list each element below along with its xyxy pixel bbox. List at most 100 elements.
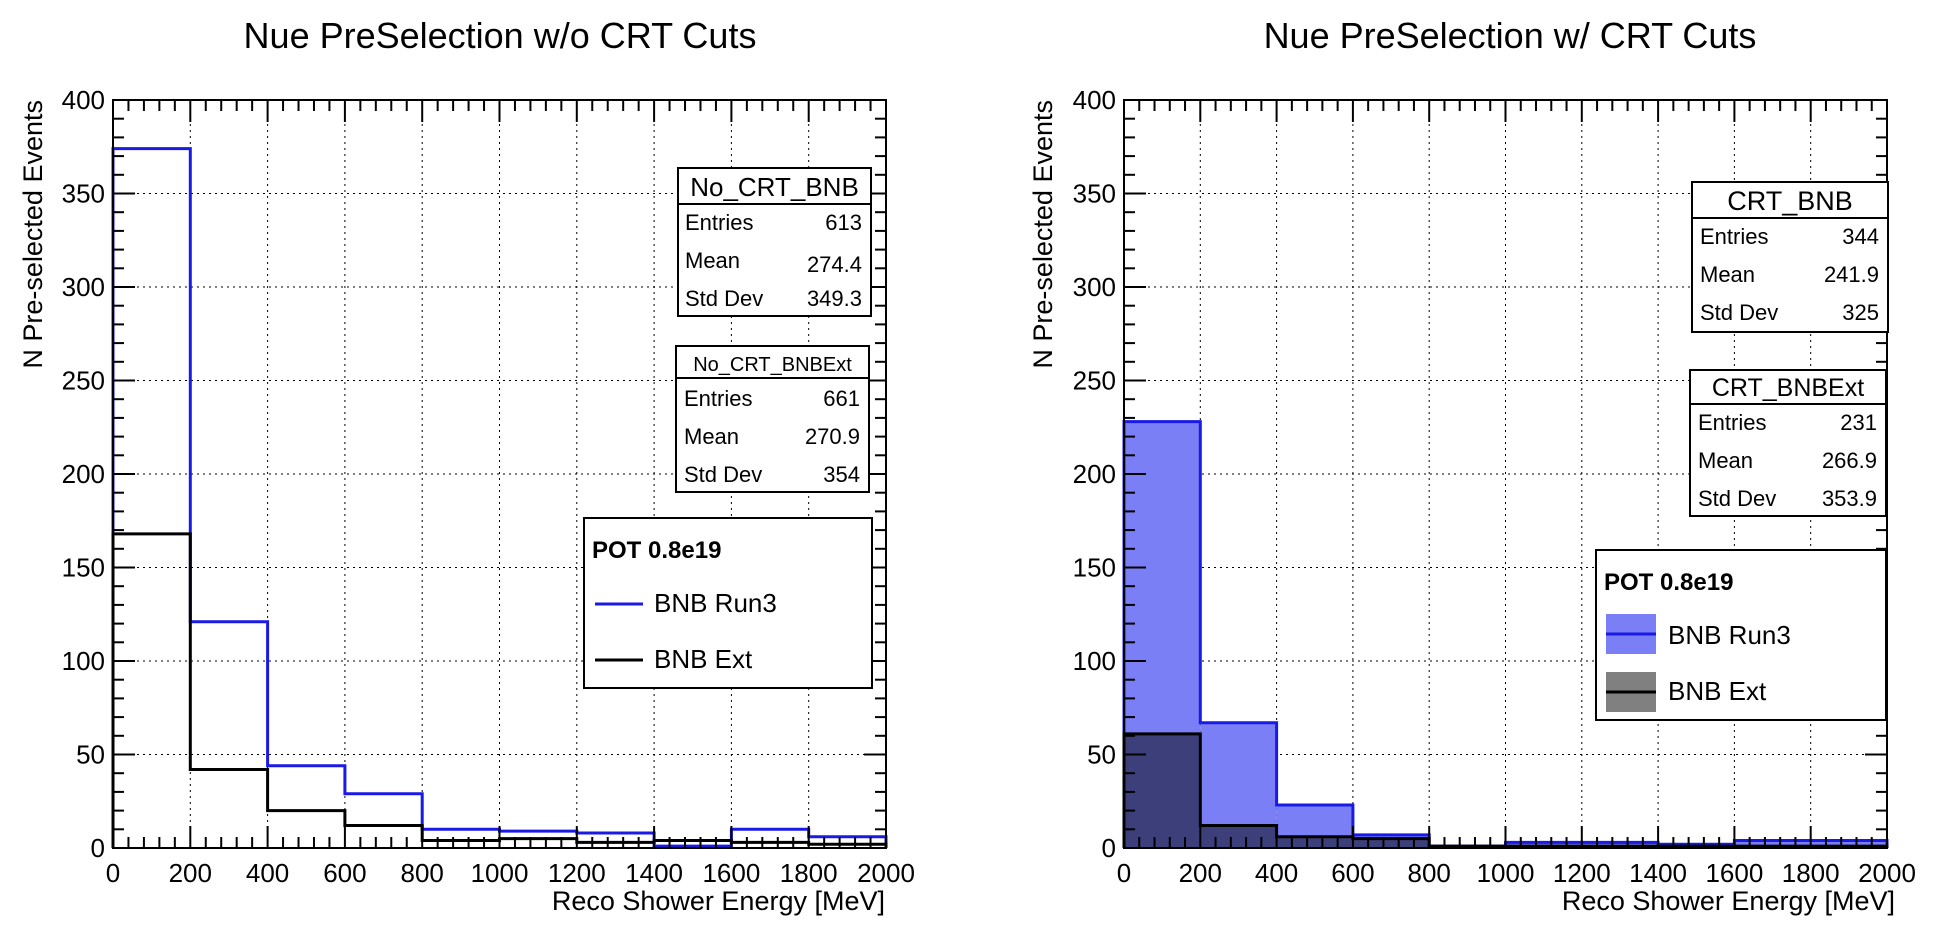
stats-stddev-value: 354 <box>823 462 860 487</box>
stats-stddev-label: Std Dev <box>1698 486 1776 511</box>
x-tick-label: 400 <box>1255 858 1298 888</box>
y-tick-label: 150 <box>62 553 105 583</box>
x-axis-label: Reco Shower Energy [MeV] <box>1562 886 1895 916</box>
y-tick-label: 350 <box>62 179 105 209</box>
chart-title: Nue PreSelection w/o CRT Cuts <box>244 15 757 56</box>
stats-box-bnb: No_CRT_BNB Entries 613 Mean 274.4 Std De… <box>677 167 872 317</box>
legend: POT 0.8e19 BNB Run3 BNB Ext <box>1595 549 1887 721</box>
stats-box-title: No_CRT_BNBExt <box>693 354 852 376</box>
right-chart-panel: Nue PreSelection w/ CRT Cuts 0 200 400 600 8… <box>1028 15 1916 916</box>
histogram-bar-bnb-run3 <box>1810 840 1887 848</box>
stats-entries-value: 661 <box>823 386 860 411</box>
stats-stddev-value: 349.3 <box>807 286 862 311</box>
y-tick-label: 200 <box>1073 459 1116 489</box>
stats-entries-label: Entries <box>684 386 752 411</box>
y-tick-label: 50 <box>76 740 105 770</box>
legend-label-bnb-ext: BNB Ext <box>654 644 753 674</box>
legend-label-bnb-ext: BNB Ext <box>1668 676 1767 706</box>
stats-mean-label: Mean <box>685 248 740 273</box>
stats-box-crt-bnb: CRT_BNB Entries 344 Mean 241.9 Std Dev 3… <box>1691 181 1889 333</box>
x-tick-label: 1400 <box>1629 858 1687 888</box>
histogram-bar-bnb-run3 <box>1734 840 1811 848</box>
histogram-bar-bnb-ext <box>1200 825 1277 848</box>
y-tick-label: 50 <box>1087 740 1116 770</box>
stats-entries-value: 613 <box>825 210 862 235</box>
stats-mean-value: 241.9 <box>1824 262 1879 287</box>
chart-title: Nue PreSelection w/ CRT Cuts <box>1264 15 1757 56</box>
x-tick-label: 400 <box>246 858 289 888</box>
y-tick-label: 100 <box>62 646 105 676</box>
legend-label-bnb-run3: BNB Run3 <box>1668 620 1791 650</box>
legend-label-bnb-run3: BNB Run3 <box>654 588 777 618</box>
y-tick-label: 300 <box>62 272 105 302</box>
x-tick-label: 600 <box>1331 858 1374 888</box>
y-tick-label: 0 <box>1102 833 1116 863</box>
x-tick-label: 200 <box>1179 858 1222 888</box>
histogram-bar-bnb-ext <box>1124 733 1201 848</box>
x-tick-label: 800 <box>1408 858 1451 888</box>
y-tick-label: 400 <box>1073 85 1116 115</box>
y-tick-labels: 0 50 100 150 200 250 300 350 400 <box>1073 85 1116 863</box>
stats-stddev-label: Std Dev <box>1700 300 1778 325</box>
histogram-bar-bnb-ext <box>1276 836 1353 848</box>
y-tick-label: 400 <box>62 85 105 115</box>
x-tick-label: 1800 <box>1782 858 1840 888</box>
x-tick-label: 1400 <box>625 858 683 888</box>
y-tick-label: 250 <box>1073 366 1116 396</box>
y-tick-label: 250 <box>62 366 105 396</box>
stats-mean-value: 266.9 <box>1822 448 1877 473</box>
x-tick-label: 0 <box>106 858 120 888</box>
y-tick-label: 100 <box>1073 646 1116 676</box>
stats-mean-label: Mean <box>684 424 739 449</box>
x-tick-label: 2000 <box>1858 858 1916 888</box>
stats-box-crt-bnbext: CRT_BNBExt Entries 231 Mean 266.9 Std De… <box>1689 369 1887 517</box>
x-tick-label: 2000 <box>857 858 915 888</box>
y-tick-labels: 0 50 100 150 200 250 300 350 400 <box>62 85 105 863</box>
stats-entries-label: Entries <box>1698 410 1766 435</box>
stats-box-title: No_CRT_BNB <box>690 172 859 202</box>
y-tick-label: 200 <box>62 459 105 489</box>
stats-entries-value: 231 <box>1840 410 1877 435</box>
x-tick-label: 1000 <box>1477 858 1535 888</box>
legend: POT 0.8e19 BNB Run3 BNB Ext <box>583 517 873 689</box>
y-tick-label: 0 <box>91 833 105 863</box>
x-tick-label: 1000 <box>471 858 529 888</box>
stats-entries-label: Entries <box>685 210 753 235</box>
x-tick-label: 800 <box>401 858 444 888</box>
stats-entries-label: Entries <box>1700 224 1768 249</box>
stats-stddev-value: 325 <box>1842 300 1879 325</box>
axes <box>112 99 887 849</box>
x-tick-label: 1600 <box>702 858 760 888</box>
legend-header: POT 0.8e19 <box>1604 569 1733 596</box>
stats-mean-value: 270.9 <box>805 424 860 449</box>
stats-box-title: CRT_BNB <box>1727 186 1853 216</box>
stats-mean-label: Mean <box>1698 448 1753 473</box>
y-axis-label: N Pre-selected Events <box>18 100 48 369</box>
stats-box-bnbext: No_CRT_BNBExt Entries 661 Mean 270.9 Std… <box>675 345 870 493</box>
x-axis-label: Reco Shower Energy [MeV] <box>552 886 885 916</box>
stats-entries-value: 344 <box>1842 224 1879 249</box>
stats-box-title: CRT_BNBExt <box>1712 374 1864 402</box>
x-tick-label: 200 <box>169 858 212 888</box>
x-tick-label: 1600 <box>1705 858 1763 888</box>
stats-stddev-label: Std Dev <box>684 462 762 487</box>
legend-header: POT 0.8e19 <box>592 537 721 564</box>
y-tick-label: 300 <box>1073 272 1116 302</box>
x-tick-labels: 0 200 400 600 800 1000 1200 1400 1600 1800 2000 <box>1117 858 1916 888</box>
x-tick-label: 600 <box>323 858 366 888</box>
stats-stddev-value: 353.9 <box>1822 486 1877 511</box>
x-tick-label: 1800 <box>780 858 838 888</box>
x-tick-label: 0 <box>1117 858 1131 888</box>
x-tick-labels: 0 200 400 600 800 1000 1200 1400 1600 1800 2000 <box>106 858 915 888</box>
stats-mean-value: 274.4 <box>807 252 862 277</box>
y-tick-label: 350 <box>1073 179 1116 209</box>
stats-stddev-label: Std Dev <box>685 286 763 311</box>
left-chart-panel: Nue PreSelection w/o CRT Cuts 0 200 400 600… <box>18 15 915 916</box>
stats-mean-label: Mean <box>1700 262 1755 287</box>
histogram-bar-bnb-ext <box>1352 838 1430 848</box>
y-axis-label: N Pre-selected Events <box>1028 100 1058 369</box>
x-tick-label: 1200 <box>548 858 606 888</box>
x-tick-label: 1200 <box>1553 858 1611 888</box>
